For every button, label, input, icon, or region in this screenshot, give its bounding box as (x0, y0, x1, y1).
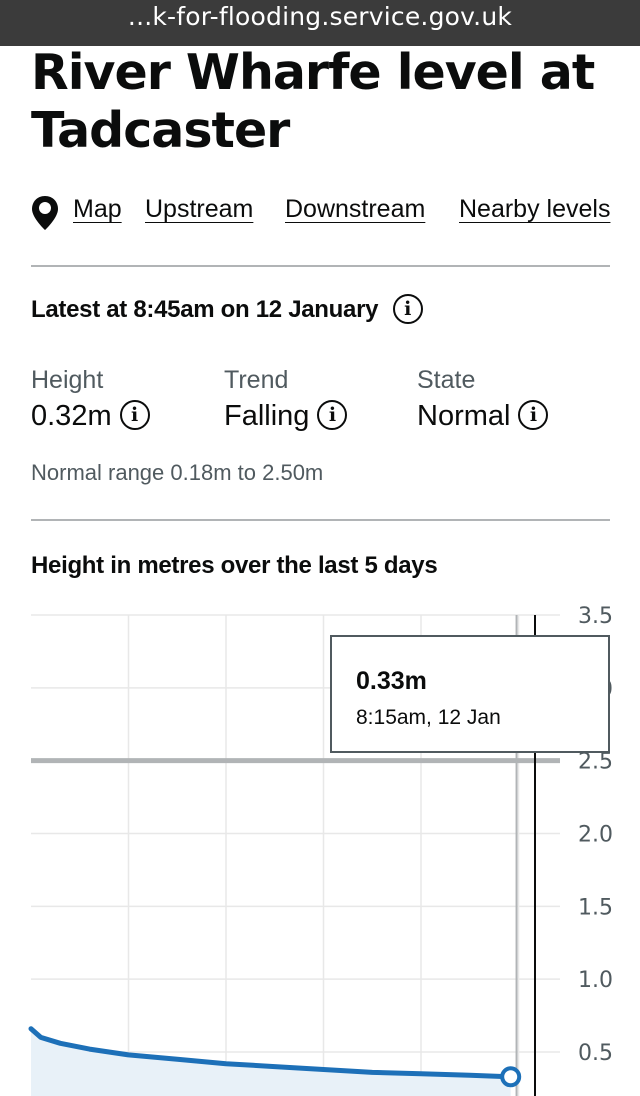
latest-heading: Latest at 8:45am on 12 January i (31, 293, 423, 324)
height-label: Height (31, 366, 104, 394)
page-title: River Wharfe level at Tadcaster (31, 44, 595, 159)
downstream-link[interactable]: Downstream (285, 195, 426, 223)
y-tick-label: 3.5 (578, 604, 613, 629)
y-tick-label: 2.0 (578, 823, 613, 848)
divider (31, 519, 610, 521)
state-value: Normal (417, 400, 511, 432)
selected-point (500, 1066, 522, 1088)
normal-range: Normal range 0.18m to 2.50m (31, 460, 324, 485)
trend-metric: Trend Falling i (224, 364, 348, 436)
info-icon[interactable]: i (119, 400, 150, 431)
y-tick-label: 1.5 (578, 895, 613, 920)
map-pin-icon (29, 194, 61, 237)
trend-label: Trend (224, 366, 289, 394)
state-label: State (417, 366, 476, 394)
map-link[interactable]: Map (73, 195, 122, 223)
info-icon[interactable]: i (518, 400, 549, 431)
trend-value: Falling (224, 400, 310, 432)
chart-title: Height in metres over the last 5 days (31, 552, 438, 579)
url-bar[interactable]: ...k-for-flooding.service.gov.uk (0, 0, 640, 46)
divider (31, 265, 610, 267)
series-line (28, 1026, 514, 1080)
height-metric: Height 0.32m i (31, 364, 150, 436)
station-nav: Map Upstream Downstream Nearby levels (29, 192, 629, 234)
y-tick-label: 1.0 (578, 968, 613, 993)
tooltip-value: 0.33m (356, 667, 427, 695)
info-icon[interactable]: i (392, 293, 423, 324)
height-value: 0.32m (31, 400, 112, 432)
y-tick-label: 2.5 (578, 750, 613, 775)
info-icon[interactable]: i (317, 400, 348, 431)
latest-heading-text: Latest at 8:45am on 12 January (31, 296, 379, 323)
y-tick-label: 0.5 (578, 1041, 613, 1066)
nearby-levels-link[interactable]: Nearby levels (459, 195, 611, 223)
chart-tooltip: 0.33m 8:15am, 12 Jan (330, 635, 610, 753)
tooltip-time: 8:15am, 12 Jan (356, 706, 501, 729)
series-area (31, 1028, 511, 1096)
state-metric: State Normal i (417, 364, 549, 436)
upstream-link[interactable]: Upstream (145, 195, 254, 223)
